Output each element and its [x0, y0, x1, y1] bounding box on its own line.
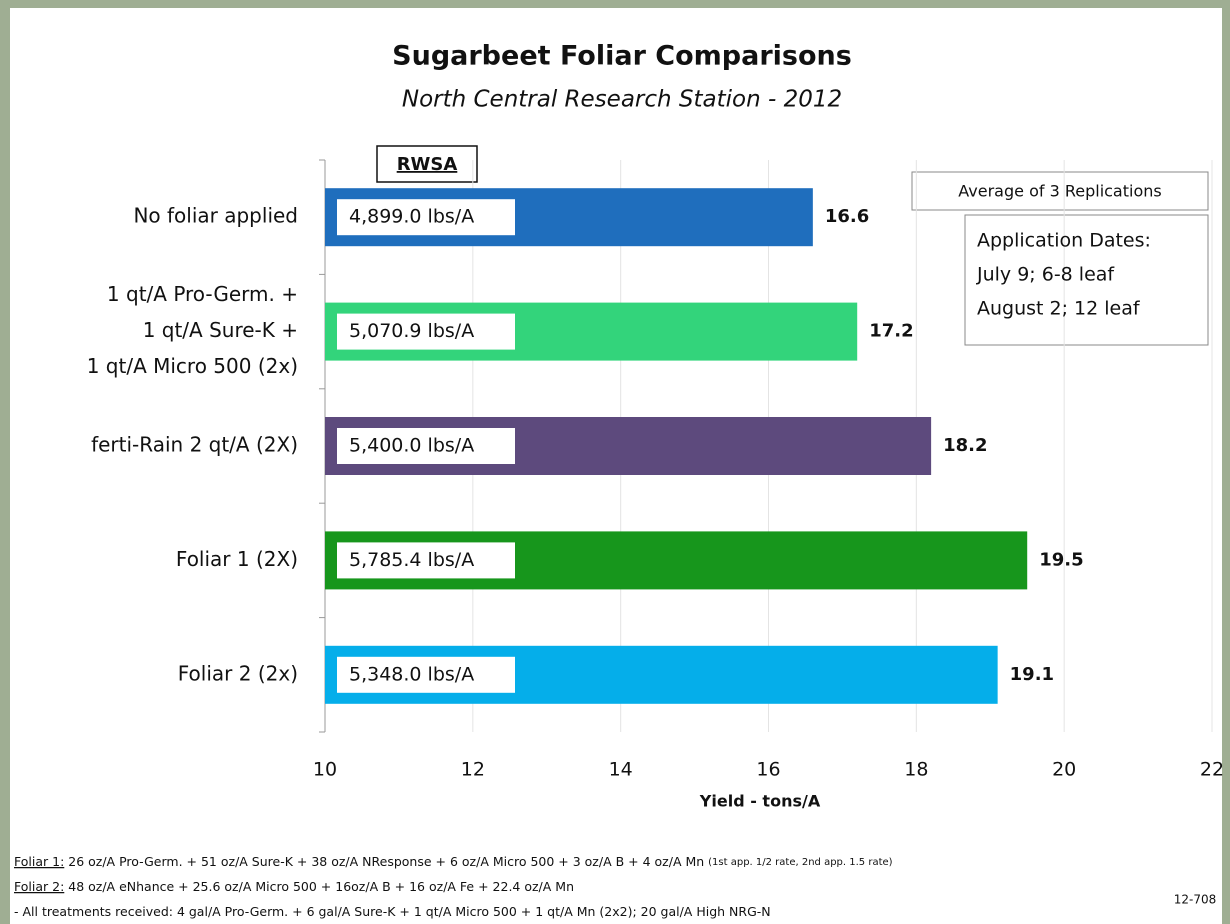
- y-tick-label: ferti-Rain 2 qt/A (2X): [91, 433, 298, 457]
- x-tick-label: 14: [609, 759, 633, 781]
- data-label: 19.1: [1010, 664, 1054, 685]
- x-tick-label: 20: [1052, 759, 1076, 781]
- data-label: 17.2: [869, 321, 913, 342]
- x-tick-label: 12: [461, 759, 485, 781]
- y-tick-label: 1 qt/A Micro 500 (2x): [87, 354, 298, 378]
- chart: Sugarbeet Foliar Comparisons North Centr…: [0, 0, 1230, 924]
- y-tick-label: Foliar 2 (2x): [178, 661, 298, 685]
- data-label: 16.6: [825, 206, 869, 227]
- footnote-label: Foliar 2:: [14, 879, 64, 894]
- footnote: - All treatments received: 4 gal/A Pro-G…: [14, 904, 771, 919]
- rwsa-value-label: 5,348.0 lbs/A: [349, 663, 474, 685]
- dates-note: Application Dates:: [977, 230, 1151, 252]
- rwsa-value-label: 5,070.9 lbs/A: [349, 320, 474, 342]
- footnote: Foliar 2: 48 oz/A eNhance + 25.6 oz/A Mi…: [14, 879, 574, 894]
- x-tick-label: 10: [313, 759, 337, 781]
- x-tick-label: 22: [1200, 759, 1224, 781]
- data-label: 18.2: [943, 435, 987, 456]
- y-tick-label: 1 qt/A Pro-Germ. +: [107, 282, 298, 306]
- footnote-label: Foliar 1:: [14, 854, 64, 869]
- chart-title: Sugarbeet Foliar Comparisons: [392, 41, 852, 72]
- dates-note: July 9; 6-8 leaf: [976, 264, 1115, 286]
- chart-subtitle: North Central Research Station - 2012: [402, 87, 842, 113]
- rwsa-label: RWSA: [397, 154, 458, 175]
- chart-code: 12-708: [1174, 893, 1217, 907]
- footnote-text: 48 oz/A eNhance + 25.6 oz/A Micro 500 + …: [64, 879, 574, 894]
- rwsa-value-label: 5,785.4 lbs/A: [349, 549, 474, 571]
- footnote-note: (1st app. 1/2 rate, 2nd app. 1.5 rate): [708, 857, 892, 868]
- rwsa-value-label: 4,899.0 lbs/A: [349, 206, 474, 228]
- data-label: 19.5: [1039, 549, 1083, 570]
- y-tick-label: 1 qt/A Sure-K +: [143, 318, 298, 342]
- x-tick-label: 16: [756, 759, 780, 781]
- footnote-text: 26 oz/A Pro-Germ. + 51 oz/A Sure-K + 38 …: [64, 854, 708, 869]
- x-tick-label: 18: [904, 759, 928, 781]
- footnote-text: - All treatments received: 4 gal/A Pro-G…: [14, 904, 771, 919]
- dates-note: August 2; 12 leaf: [977, 298, 1141, 320]
- y-tick-label: Foliar 1 (2X): [176, 547, 298, 571]
- replications-note: Average of 3 Replications: [958, 182, 1161, 201]
- rwsa-value-label: 5,400.0 lbs/A: [349, 435, 474, 457]
- x-axis-label: Yield - tons/A: [699, 792, 821, 811]
- y-tick-label: No foliar applied: [133, 204, 298, 228]
